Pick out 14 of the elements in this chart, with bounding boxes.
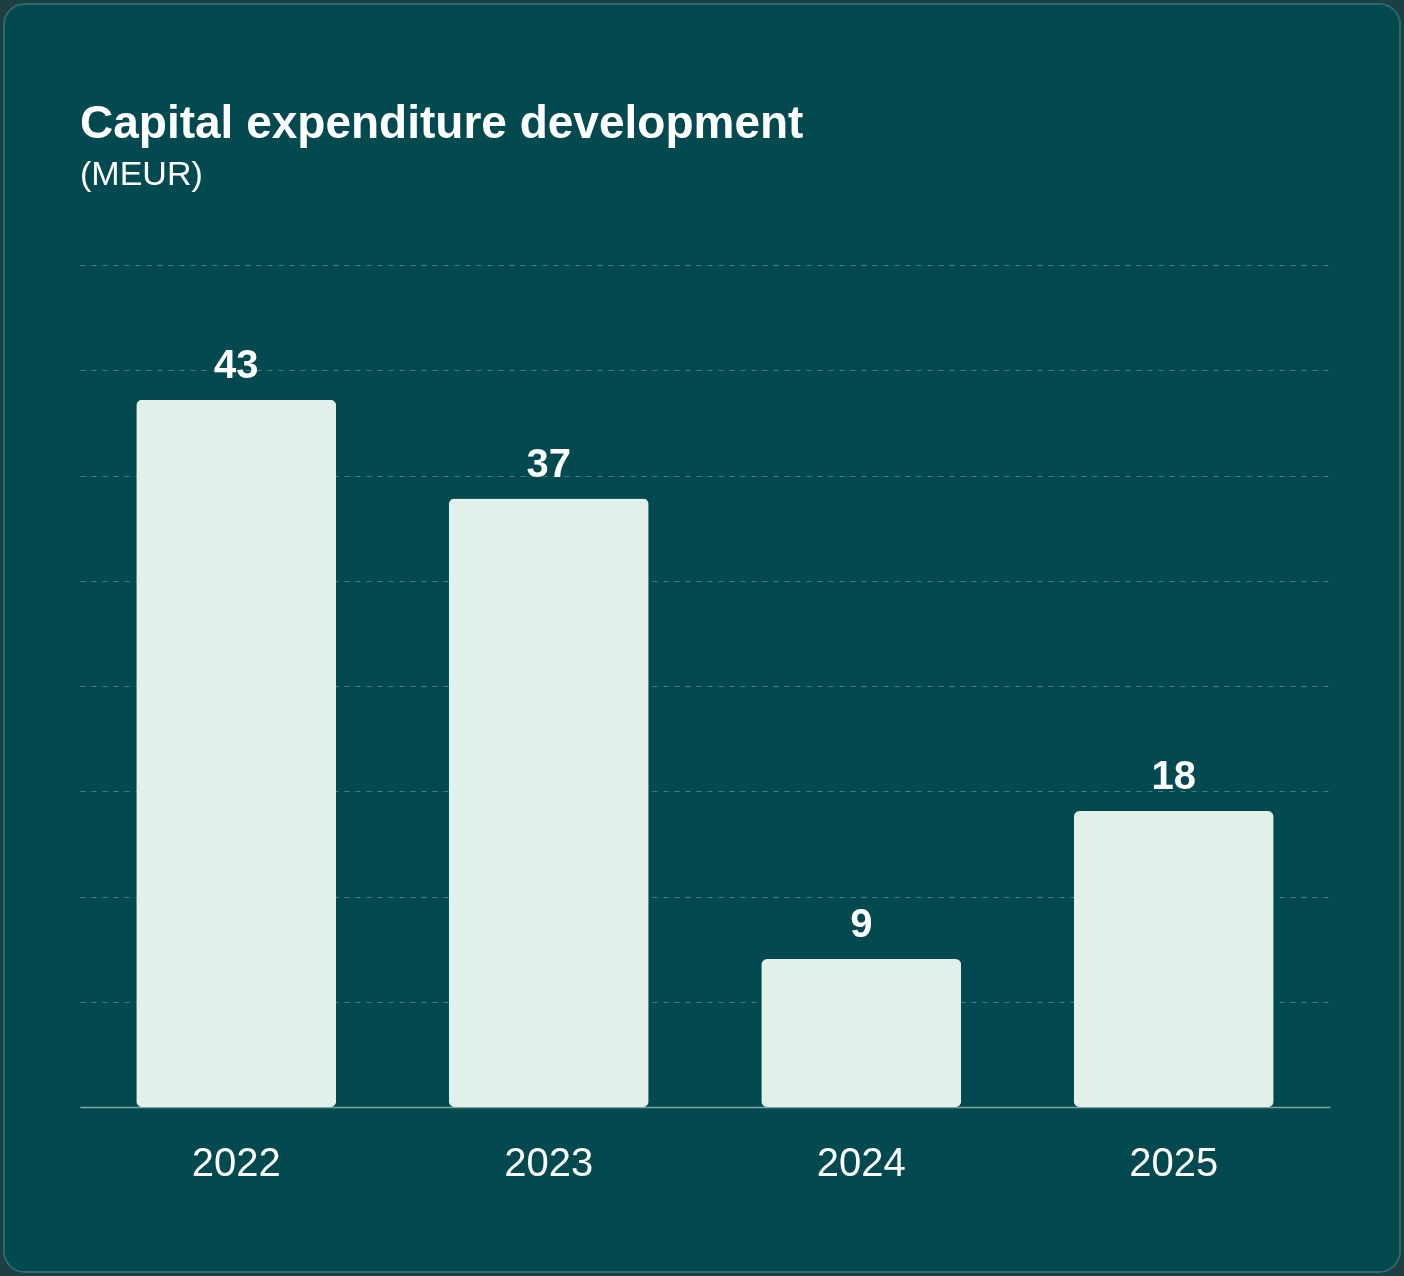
bar [448, 498, 649, 1107]
x-tick-label: 2022 [191, 1139, 281, 1184]
x-tick-label: 2025 [1129, 1139, 1219, 1184]
data-label: 9 [850, 900, 873, 945]
chart-subtitle: (MEUR) [80, 154, 203, 192]
bar [761, 958, 962, 1107]
x-tick-label: 2023 [504, 1139, 594, 1184]
data-label: 37 [526, 440, 571, 485]
data-label: 43 [214, 341, 259, 386]
chart-title: Capital expenditure development [80, 96, 804, 148]
x-tick-label: 2024 [816, 1139, 906, 1184]
bar [1073, 810, 1274, 1107]
data-label: 18 [1151, 752, 1196, 797]
bar [136, 399, 337, 1107]
